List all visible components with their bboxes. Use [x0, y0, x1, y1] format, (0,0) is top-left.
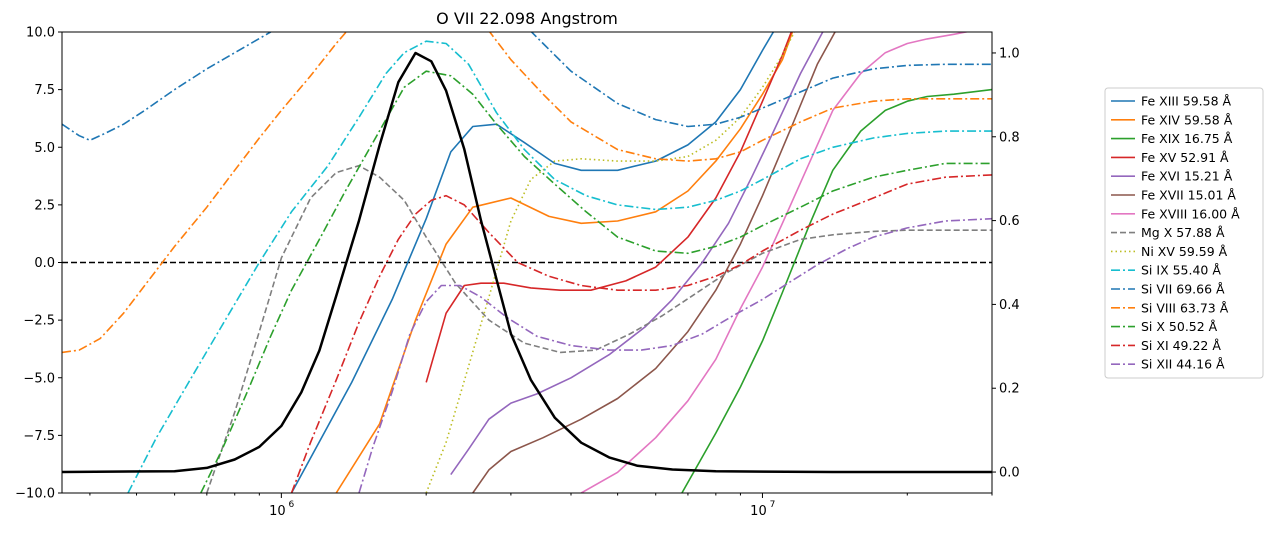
series-layer	[62, 32, 992, 493]
legend-frame	[1104, 87, 1264, 379]
legend-label: Si VIII 63.73 Å	[1141, 300, 1229, 315]
series-line-0	[290, 32, 775, 493]
left-y-tick-label: 2.5	[34, 198, 55, 213]
series-line-7	[206, 164, 992, 493]
left-y-tick-label: −5.0	[23, 371, 55, 386]
x-tick-label: 10	[269, 504, 286, 519]
series-line-4	[450, 32, 824, 476]
legend-label: Fe XIII 59.58 Å	[1141, 94, 1232, 109]
legend-label: Si IX 55.40 Å	[1141, 263, 1221, 278]
chart-title: O VII 22.098 Angstrom	[436, 9, 618, 28]
series-line-14	[358, 217, 992, 493]
left-y-tick-label: −7.5	[23, 429, 55, 444]
legend-label: Fe XIX 16.75 Å	[1141, 131, 1233, 146]
right-y-tick-label: 0.0	[999, 466, 1020, 481]
right-y-tick-label: 0.6	[999, 214, 1020, 229]
legend-label: Fe XVII 15.01 Å	[1141, 188, 1236, 203]
x-tick-exponent: 7	[770, 500, 776, 510]
right-y-tick-label: 0.8	[999, 130, 1020, 145]
series-line-6	[580, 32, 970, 493]
series-line-11	[62, 32, 992, 354]
legend: Fe XIII 59.58 Å Fe XIV 59.58 Å Fe XIX 16.7…	[1104, 87, 1264, 379]
legend-label: Si X 50.52 Å	[1141, 319, 1218, 334]
left-y-tick-label: 5.0	[34, 141, 55, 156]
legend-label: Ni XV 59.59 Å	[1141, 244, 1228, 259]
series-line-2	[681, 88, 992, 493]
legend-label: Si XI 49.22 Å	[1141, 338, 1221, 353]
legend-label: Si VII 69.66 Å	[1141, 282, 1225, 297]
series-line-13	[290, 174, 992, 493]
legend-label: Fe XVIII 16.00 Å	[1141, 206, 1240, 221]
series-line-10	[62, 32, 992, 142]
legend-label: Fe XIV 59.58 Å	[1141, 112, 1233, 127]
left-y-tick-label: 7.5	[34, 83, 55, 98]
left-y-tick-label: 0.0	[34, 256, 55, 271]
right-y-tick-label: 1.0	[999, 46, 1020, 61]
series-line-5	[472, 32, 836, 493]
series-line-3	[425, 32, 793, 383]
legend-label: Mg X 57.88 Å	[1141, 225, 1225, 240]
legend-label: Si XII 44.16 Å	[1141, 357, 1225, 372]
left-y-tick-label: −10.0	[15, 487, 55, 502]
x-tick-label: 10	[750, 504, 767, 519]
x-tick-exponent: 6	[288, 500, 294, 510]
left-y-tick-label: 10.0	[26, 26, 55, 41]
series-line-8	[425, 32, 796, 493]
right-y-tick-label: 0.4	[999, 298, 1020, 313]
legend-label: Fe XV 52.91 Å	[1141, 150, 1229, 165]
series-line-1	[335, 32, 794, 493]
right-y-tick-label: 0.2	[999, 382, 1020, 397]
series-line-15	[62, 51, 992, 474]
left-y-tick-label: −2.5	[23, 314, 55, 329]
legend-label: Fe XVI 15.21 Å	[1141, 169, 1233, 184]
series-line-12	[200, 70, 992, 493]
series-line-9	[127, 40, 992, 493]
axes-layer: −10.0 −7.5 −5.0 −2.5 0.0 2.5 5.0 7.5 10.0 0.0 0.2 0…	[15, 26, 1020, 520]
